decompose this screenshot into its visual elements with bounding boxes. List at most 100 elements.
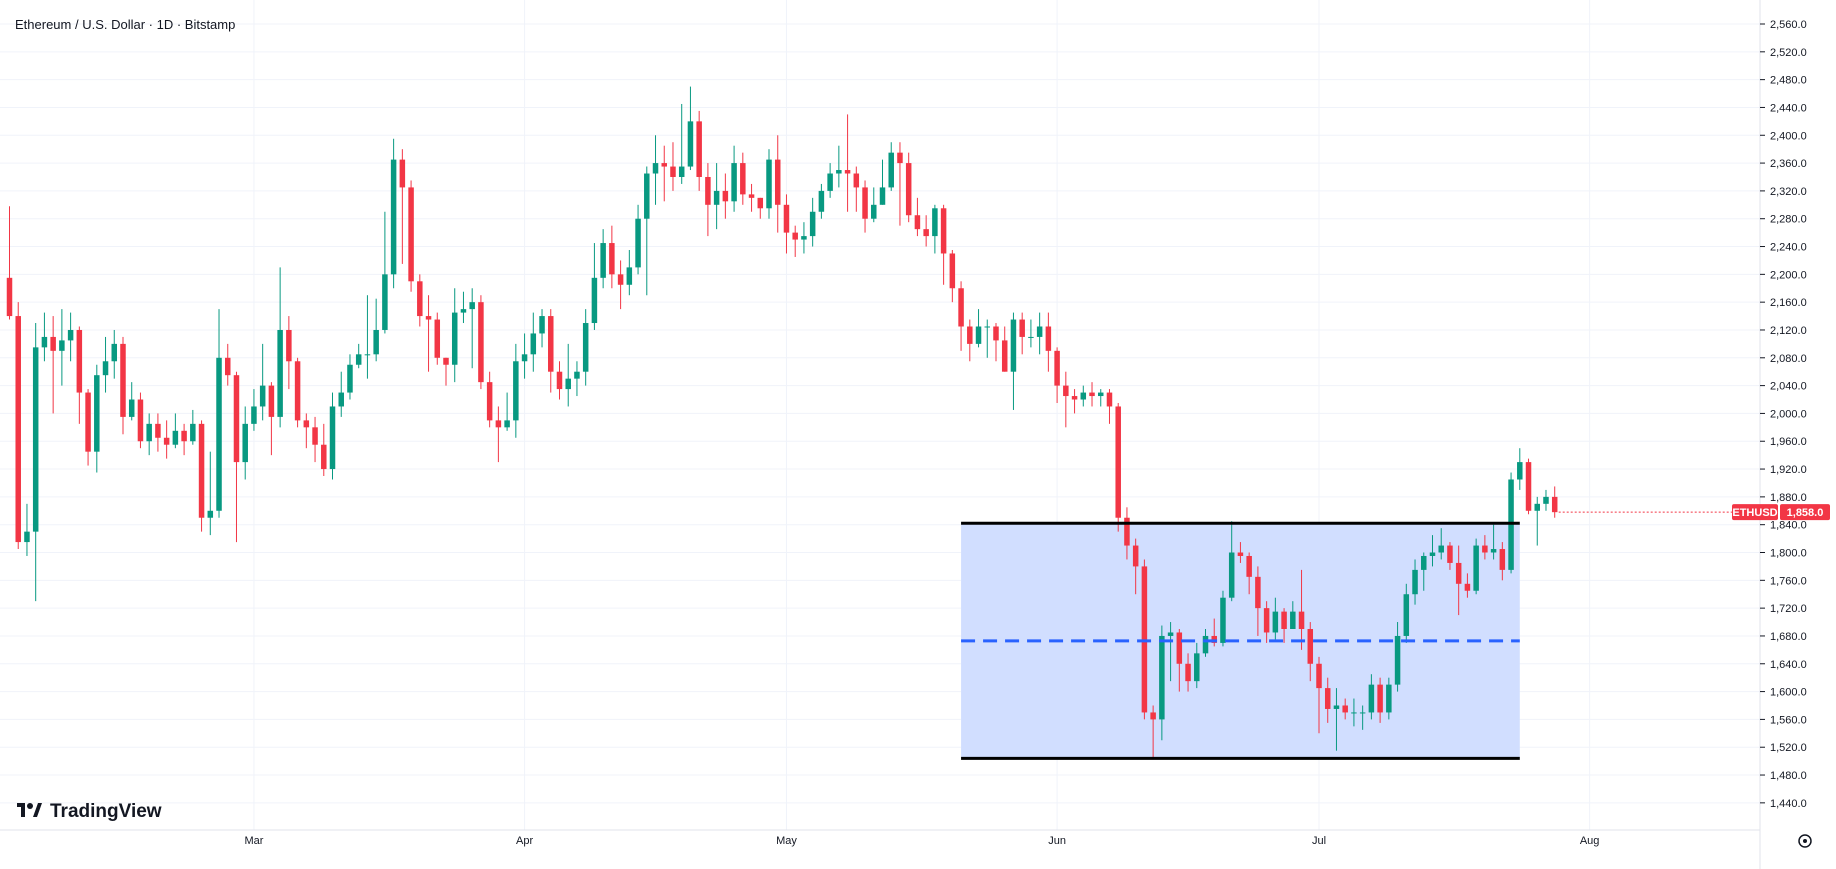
price-tick-label: 2,440.0 [1770, 102, 1807, 114]
candle [373, 298, 379, 362]
candle-body [408, 187, 414, 282]
candle [24, 503, 30, 556]
candle-body [312, 427, 318, 445]
candle [678, 103, 685, 184]
candle-body [827, 173, 833, 191]
candle [347, 354, 353, 400]
time-tick-label: Aug [1580, 835, 1600, 847]
candle [259, 343, 266, 421]
candle [1098, 389, 1104, 407]
candle-body [1429, 552, 1436, 556]
candle-body [216, 357, 222, 511]
candle [1150, 705, 1156, 758]
candle [181, 423, 187, 456]
candle [644, 166, 650, 296]
candle [1246, 552, 1252, 595]
chart-title: Ethereum / U.S. Dollar · 1D · Bitstamp [15, 17, 235, 32]
candle [1517, 448, 1523, 490]
candle-body [1185, 663, 1191, 682]
candle [1447, 542, 1453, 570]
candle [652, 135, 659, 205]
candle-body [740, 163, 746, 195]
price-tick-label: 1,600.0 [1770, 687, 1807, 699]
candle [399, 149, 406, 264]
price-tick-label: 1,920.0 [1770, 464, 1807, 476]
candle [774, 135, 781, 233]
candle-body [705, 176, 711, 205]
time-axis[interactable]: Mar Apr May Jun Jul Aug [244, 835, 1599, 847]
candle [1228, 521, 1235, 602]
candle-body [225, 357, 231, 376]
candle-body [993, 326, 999, 341]
candle-body [1255, 576, 1261, 609]
candle [242, 406, 248, 480]
candle-body [1421, 555, 1427, 570]
candle [696, 110, 702, 191]
candle-body [24, 531, 30, 543]
candle [434, 312, 441, 365]
candle-body [120, 343, 126, 417]
time-tick-label: Mar [244, 835, 263, 847]
candle-body [1342, 705, 1348, 713]
candle [565, 343, 571, 407]
candle [382, 211, 388, 334]
tradingview-logo[interactable]: TradingView [17, 801, 162, 822]
price-tick-label: 1,720.0 [1770, 603, 1807, 615]
candle-body [163, 437, 170, 445]
candle [364, 295, 371, 379]
candle-body [1167, 632, 1174, 636]
candle-body [539, 316, 545, 334]
candle-body [1019, 319, 1025, 337]
candle [556, 361, 563, 400]
price-tick-label: 2,320.0 [1770, 186, 1807, 198]
candle [809, 197, 816, 247]
candle [294, 357, 301, 428]
candle [190, 409, 196, 445]
candle-body [390, 159, 397, 275]
last-price-label: 1,858.0 [1787, 507, 1824, 519]
price-tick-label: 2,040.0 [1770, 381, 1807, 393]
last-price-marker: ETHUSD 1,858.0 [1558, 504, 1830, 521]
candle-body [1036, 326, 1043, 337]
candle [879, 159, 886, 205]
candle-body [844, 170, 851, 174]
candle-body [792, 232, 798, 240]
candle [172, 413, 179, 449]
candle-body [644, 173, 650, 219]
candle-body [1324, 688, 1331, 709]
time-tick-label: Jul [1312, 835, 1326, 847]
candle-body [1447, 545, 1453, 563]
candle-body [198, 423, 205, 518]
price-tick-label: 1,960.0 [1770, 436, 1807, 448]
price-tick-label: 1,480.0 [1770, 770, 1807, 782]
candle-body [836, 170, 842, 174]
tradingview-brand: TradingView [50, 801, 162, 822]
candle-body [1517, 462, 1523, 480]
candle-body [1263, 608, 1270, 633]
candle [1028, 319, 1034, 348]
candle-body [1045, 326, 1052, 351]
candle-body [1098, 392, 1104, 397]
candle [905, 152, 912, 223]
candle-body [259, 385, 266, 407]
price-tick-label: 2,120.0 [1770, 325, 1807, 337]
candle-body [731, 163, 737, 202]
candle-body [1054, 350, 1060, 386]
candle-body [871, 204, 877, 219]
price-tick-label: 2,560.0 [1770, 19, 1807, 31]
candle [155, 413, 161, 452]
candle [626, 250, 633, 296]
zone-lines [961, 521, 1520, 760]
candle-body [879, 187, 886, 205]
grid [0, 0, 1760, 830]
candle [757, 197, 764, 219]
settings-gear-icon[interactable] [1798, 834, 1812, 848]
price-axis[interactable]: 1,440.0 1,480.0 1,520.0 1,560.0 1,600.0 1,640… [1760, 19, 1807, 810]
candle-body [940, 208, 947, 254]
candle [1281, 608, 1287, 643]
candle-body [1272, 611, 1279, 633]
candle [984, 319, 991, 358]
candle [408, 180, 414, 292]
candle [609, 225, 615, 289]
candle [268, 382, 275, 456]
